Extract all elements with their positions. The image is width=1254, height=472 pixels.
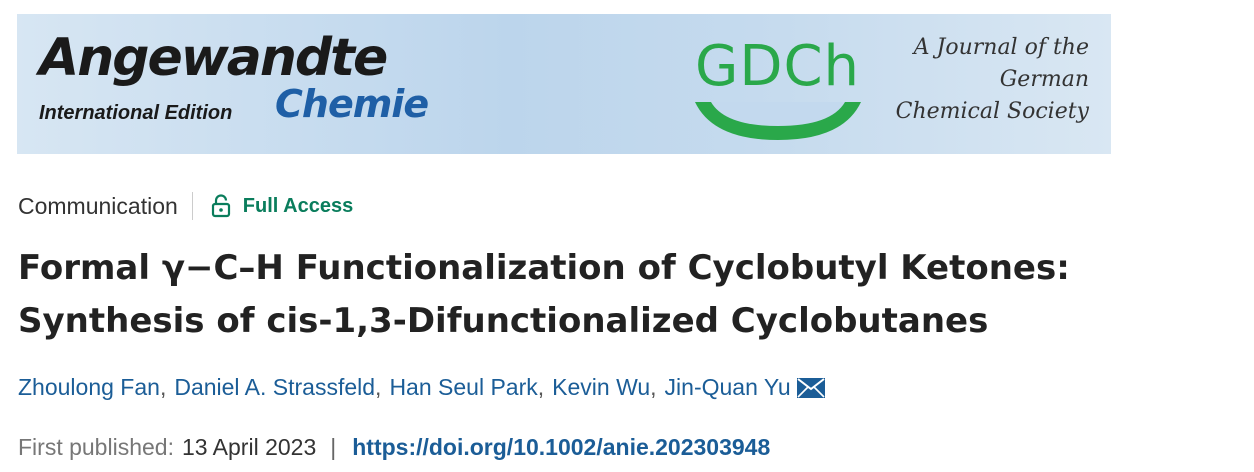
society-tagline: A Journal of the German Chemical Society [896,32,1089,128]
meta-divider [191,192,193,220]
gdch-bowl-icon [695,102,861,140]
access-status: Full Access [242,194,354,217]
envelope-icon[interactable] [796,377,825,398]
author-link[interactable]: Han Seul Park [389,374,538,400]
edition-label: International Edition [39,102,233,124]
article-title: Formal γ−C–H Functionalization of Cyclob… [18,248,1070,341]
publication-separator: | [330,434,337,460]
author-link[interactable]: Kevin Wu [552,374,651,400]
author-separator: , [159,374,167,400]
tagline-line-3: Chemical Society [895,99,1089,124]
journal-title-logo: Angewandte [39,28,388,88]
doi-link[interactable]: https://doi.org/10.1002/anie.202303948 [352,434,771,460]
author-separator: , [650,374,657,400]
gdch-logo-text: GDCh [694,34,861,99]
author-separator: , [375,374,382,400]
published-date: 13 April 2023 [181,434,317,460]
journal-banner[interactable]: Angewandte International Edition Chemie … [17,14,1111,154]
author-link[interactable]: Zhoulong Fan [18,374,160,400]
author-link[interactable]: Jin-Quan Yu [664,374,791,400]
tagline-line-2: German [999,67,1089,92]
author-separator: , [537,374,545,400]
tagline-line-1: A Journal of the [913,35,1089,60]
author-link[interactable]: Daniel A. Strassfeld [174,374,376,400]
journal-subtitle-logo: Chemie [275,82,429,126]
author-list: Zhoulong Fan, Daniel A. Strassfeld, Han … [18,374,825,401]
article-type: Communication [18,192,178,219]
gdch-logo: GDCh [685,34,870,144]
published-label: First published: [18,434,174,460]
article-meta-row: Communication Full Access [18,190,353,222]
publication-row: First published: 13 April 2023 | https:/… [18,434,770,461]
lock-open-icon [211,194,230,218]
